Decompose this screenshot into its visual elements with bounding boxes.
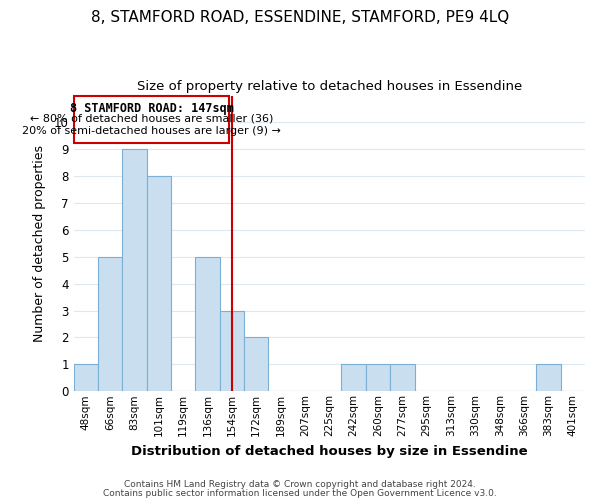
Title: Size of property relative to detached houses in Essendine: Size of property relative to detached ho… [137, 80, 522, 93]
FancyBboxPatch shape [74, 96, 229, 142]
Bar [366, 364, 390, 392]
Text: Contains public sector information licensed under the Open Government Licence v3: Contains public sector information licen… [103, 490, 497, 498]
Bar [244, 338, 268, 392]
Bar [536, 364, 560, 392]
Bar [122, 150, 146, 392]
Bar [98, 257, 122, 392]
Bar [220, 310, 244, 392]
Text: 20% of semi-detached houses are larger (9) →: 20% of semi-detached houses are larger (… [22, 126, 281, 136]
Bar [74, 364, 98, 392]
X-axis label: Distribution of detached houses by size in Essendine: Distribution of detached houses by size … [131, 444, 527, 458]
Text: ← 80% of detached houses are smaller (36): ← 80% of detached houses are smaller (36… [30, 113, 273, 123]
Bar [146, 176, 171, 392]
Text: 8 STAMFORD ROAD: 147sqm: 8 STAMFORD ROAD: 147sqm [70, 102, 233, 116]
Text: Contains HM Land Registry data © Crown copyright and database right 2024.: Contains HM Land Registry data © Crown c… [124, 480, 476, 489]
Text: 8, STAMFORD ROAD, ESSENDINE, STAMFORD, PE9 4LQ: 8, STAMFORD ROAD, ESSENDINE, STAMFORD, P… [91, 10, 509, 25]
Bar [196, 257, 220, 392]
Y-axis label: Number of detached properties: Number of detached properties [32, 145, 46, 342]
Bar [390, 364, 415, 392]
Bar [341, 364, 366, 392]
